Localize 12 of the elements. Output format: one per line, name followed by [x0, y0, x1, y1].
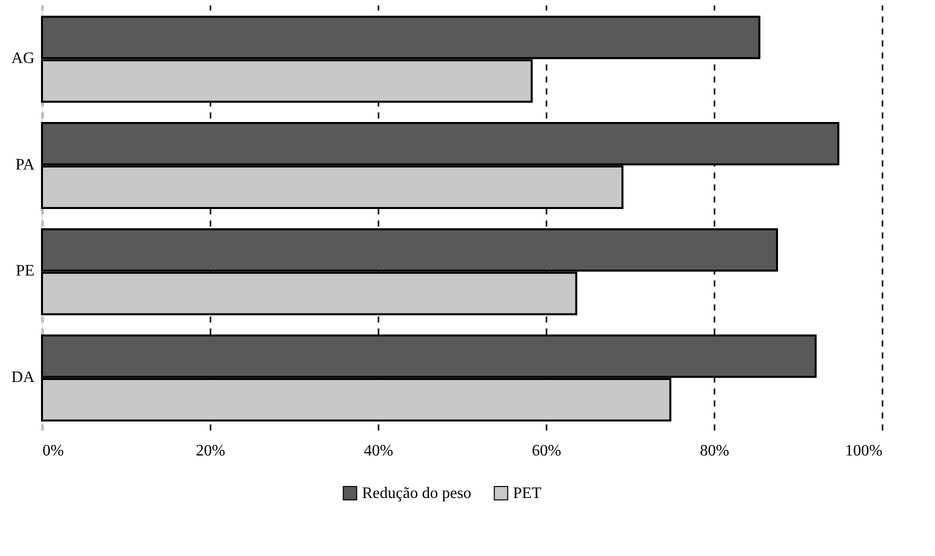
legend-label: PET: [513, 485, 542, 502]
x-tick-label: 40%: [364, 442, 394, 460]
y-tick-label: PE: [16, 262, 34, 280]
x-tick-label: 100%: [845, 442, 882, 460]
x-tick-label: 0%: [42, 442, 64, 460]
y-tick-label: AG: [11, 50, 35, 68]
x-tick-label: 60%: [532, 442, 562, 460]
x-tick-label: 20%: [196, 442, 226, 460]
y-tick-label: PA: [16, 156, 35, 174]
legend-label: Redução do peso: [362, 485, 472, 502]
y-tick-label: DA: [11, 368, 35, 386]
x-tick-label: 80%: [700, 442, 730, 460]
